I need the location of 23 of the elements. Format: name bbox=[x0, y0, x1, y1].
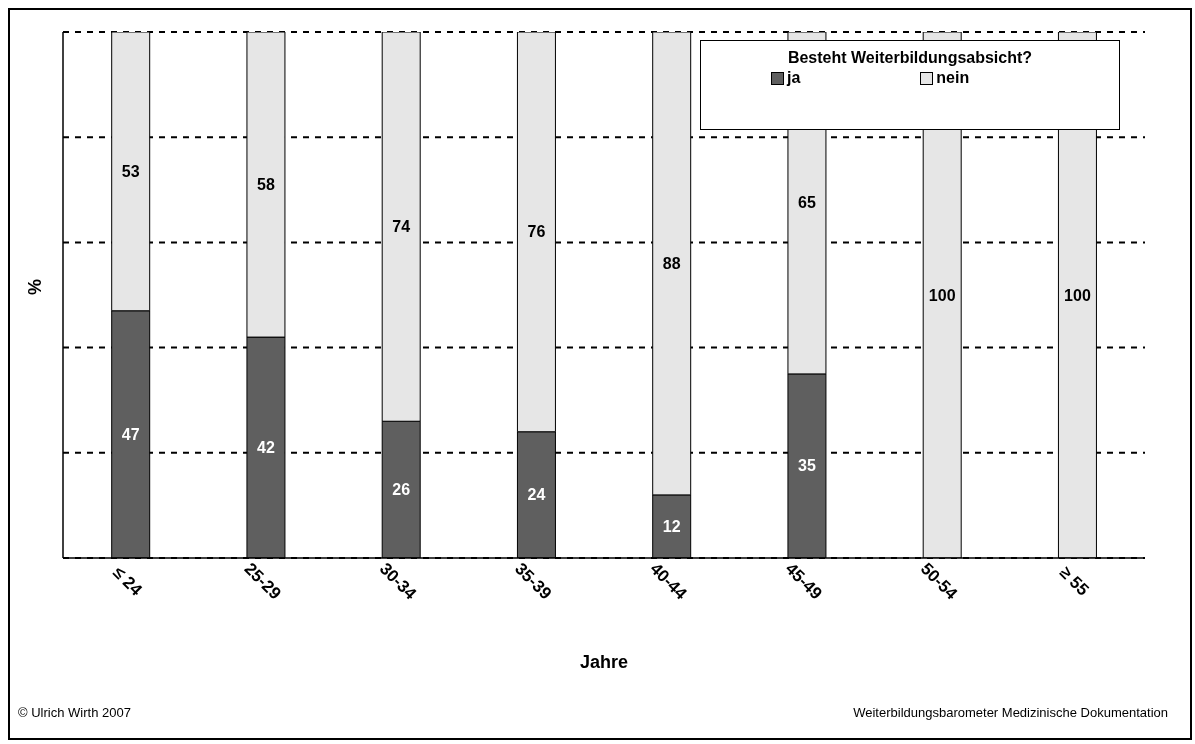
data-label: 53 bbox=[121, 162, 140, 180]
x-tick-label: ≥ 55 bbox=[1055, 562, 1093, 600]
data-label: 88 bbox=[662, 254, 681, 272]
data-label: 100 bbox=[1064, 286, 1091, 304]
data-label: 58 bbox=[257, 176, 275, 194]
data-label: 35 bbox=[798, 457, 816, 475]
data-label: 100 bbox=[928, 286, 956, 304]
data-label: 76 bbox=[527, 223, 546, 241]
text: Weiterbildungsbarometer Medizinische Dokumentation bbox=[853, 705, 1168, 720]
legend-label: ja bbox=[785, 69, 801, 87]
y-axis-title: % bbox=[25, 278, 46, 295]
data-label: 47 bbox=[121, 425, 140, 443]
data-label: 24 bbox=[527, 486, 546, 504]
text: © Ulrich Wirth 2007 bbox=[18, 705, 131, 720]
legend-title: Besteht Weiterbildungsabsicht? bbox=[786, 49, 1034, 67]
data-label: 12 bbox=[662, 517, 681, 535]
x-axis-title: Jahre bbox=[579, 652, 629, 672]
data-label: 74 bbox=[392, 218, 411, 236]
data-label: 42 bbox=[257, 439, 275, 457]
x-tick-label: ≤ 24 bbox=[109, 562, 147, 600]
data-label: 65 bbox=[798, 194, 816, 212]
legend-label: nein bbox=[935, 69, 970, 87]
data-label: 26 bbox=[392, 481, 411, 499]
